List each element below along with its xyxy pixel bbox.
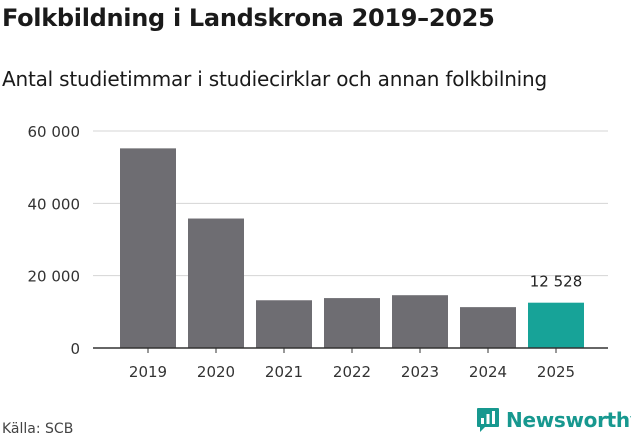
x-tick-label: 2023 bbox=[401, 363, 439, 381]
y-tick-label: 40 000 bbox=[28, 195, 81, 213]
brand-name: Newsworthy bbox=[506, 408, 631, 432]
newsworthy-logo: Newsworthy bbox=[476, 407, 631, 433]
x-tick-label: 2019 bbox=[129, 363, 167, 381]
bar-2022 bbox=[324, 298, 380, 348]
x-tick-label: 2022 bbox=[333, 363, 371, 381]
x-tick-label: 2024 bbox=[469, 363, 507, 381]
bar-2023 bbox=[392, 295, 448, 348]
chart-title: Folkbildning i Landskrona 2019–2025 bbox=[2, 4, 495, 32]
source-note: Källa: SCB bbox=[2, 421, 74, 437]
x-tick-label: 2025 bbox=[537, 363, 575, 381]
bar-2024 bbox=[460, 307, 516, 348]
bar-2021 bbox=[256, 300, 312, 348]
bar-2025 bbox=[528, 302, 584, 348]
newsworthy-chart-icon bbox=[477, 408, 499, 432]
bar-2020 bbox=[188, 218, 244, 348]
y-tick-label: 60 000 bbox=[28, 123, 81, 141]
x-tick-label: 2020 bbox=[197, 363, 235, 381]
y-tick-label: 0 bbox=[70, 340, 80, 358]
bar-2019 bbox=[120, 148, 176, 348]
x-tick-label: 2021 bbox=[265, 363, 303, 381]
y-tick-label: 20 000 bbox=[28, 268, 81, 286]
chart-subtitle: Antal studietimmar i studiecirklar och a… bbox=[2, 67, 548, 91]
data-label: 12 528 bbox=[530, 273, 583, 291]
